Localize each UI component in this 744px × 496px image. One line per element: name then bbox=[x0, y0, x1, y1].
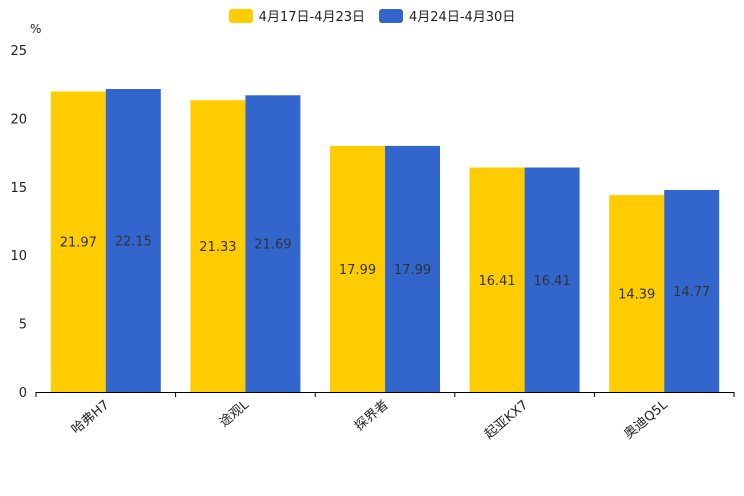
legend-label-series-1: 4月17日-4月23日 bbox=[258, 10, 365, 25]
data-label-1-4: 14.39 bbox=[618, 288, 655, 303]
data-label-2-1: 21.69 bbox=[254, 238, 291, 253]
bar-1-0 bbox=[50, 91, 106, 392]
bar-1-3 bbox=[469, 167, 525, 392]
x-tick-label-1: 途观L bbox=[216, 396, 252, 430]
x-tick-label-4: 奥迪Q5L bbox=[621, 397, 671, 442]
x-tick-label-2: 探界者 bbox=[352, 398, 392, 435]
x-tick-label-3: 起亚KX7 bbox=[482, 398, 531, 443]
y-tick-label-3: 15 bbox=[10, 181, 27, 196]
bar-1-4 bbox=[609, 195, 665, 392]
data-label-1-3: 16.41 bbox=[478, 274, 515, 289]
bar-2-0 bbox=[105, 88, 161, 392]
bar-1-1 bbox=[190, 100, 246, 392]
y-tick-label-5: 25 bbox=[10, 44, 27, 59]
legend-label-series-2: 4月24日-4月30日 bbox=[409, 10, 516, 25]
y-axis-unit: % bbox=[30, 22, 42, 36]
bar-2-4 bbox=[664, 189, 720, 392]
y-tick-label-4: 20 bbox=[10, 112, 27, 127]
y-tick-label-0: 0 bbox=[19, 386, 27, 401]
data-label-1-0: 21.97 bbox=[60, 236, 97, 251]
data-label-2-0: 22.15 bbox=[115, 234, 152, 249]
bar-2-2 bbox=[385, 145, 440, 392]
data-label-2-2: 17.99 bbox=[394, 263, 431, 278]
bar-2-1 bbox=[245, 95, 301, 393]
data-label-2-4: 14.77 bbox=[673, 285, 710, 300]
y-tick-label-1: 5 bbox=[19, 318, 27, 333]
data-label-1-1: 21.33 bbox=[199, 240, 236, 255]
legend-item-series-2[interactable]: 4月24日-4月30日 bbox=[379, 6, 515, 25]
bar-2-3 bbox=[524, 167, 580, 392]
bar-1-2 bbox=[330, 145, 385, 392]
legend: 4月17日-4月23日 4月24日-4月30日 bbox=[0, 6, 744, 25]
y-tick-label-2: 10 bbox=[10, 249, 27, 264]
x-tick-label-0: 哈弗H7 bbox=[69, 398, 112, 438]
data-label-1-2: 17.99 bbox=[339, 263, 376, 278]
data-label-2-3: 16.41 bbox=[533, 274, 570, 289]
legend-swatch-series-2 bbox=[379, 8, 403, 23]
legend-swatch-series-1 bbox=[228, 8, 253, 23]
legend-item-series-1[interactable]: 4月17日-4月23日 bbox=[228, 6, 365, 25]
